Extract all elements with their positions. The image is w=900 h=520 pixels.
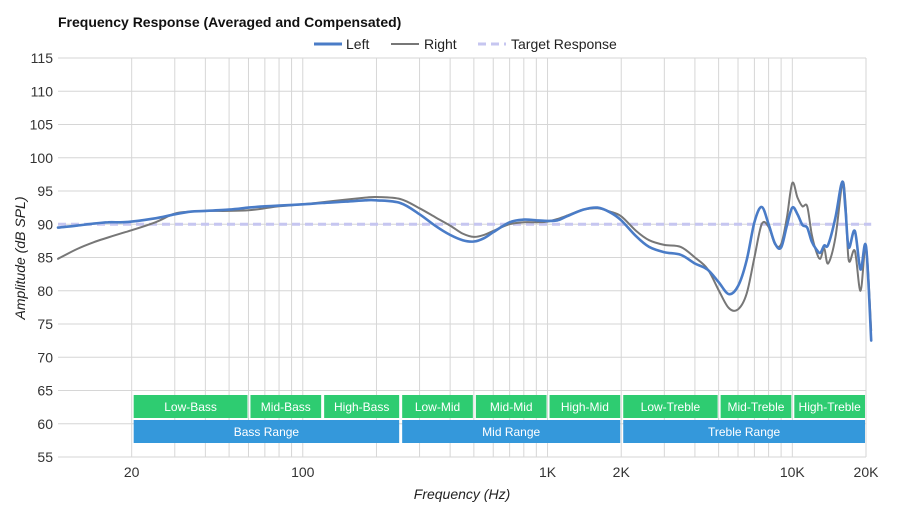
y-tick-label: 75 xyxy=(37,316,53,332)
band-label: Mid-Bass xyxy=(261,400,311,414)
y-axis-label: Amplitude (dB SPL) xyxy=(12,197,28,321)
band-label: Bass Range xyxy=(234,425,300,439)
band-box xyxy=(133,420,400,443)
y-tick-label: 115 xyxy=(31,50,54,66)
y-tick-label: 85 xyxy=(37,250,53,266)
y-tick-label: 80 xyxy=(37,283,53,299)
y-tick-labels: 55 60 65 70 75 80 85 90 95 100 105 110 115 xyxy=(30,50,54,465)
y-tick-label: 70 xyxy=(37,349,53,365)
x-tick-label: 10K xyxy=(780,464,806,480)
y-tick-label: 105 xyxy=(30,117,54,133)
chart-title: Frequency Response (Averaged and Compens… xyxy=(58,14,401,30)
band-label: Mid-Mid xyxy=(490,400,533,414)
band-label: Mid-Treble xyxy=(728,400,785,414)
band-box xyxy=(133,395,248,418)
x-tick-label: 20K xyxy=(854,464,880,480)
band-box xyxy=(402,420,621,443)
y-tick-label: 65 xyxy=(37,383,53,399)
x-tick-labels: 20 100 1K 2K 10K 20K xyxy=(124,464,879,480)
band-box xyxy=(794,395,865,418)
right-series-line xyxy=(57,180,873,332)
band-box xyxy=(402,395,473,418)
band-label: Mid Range xyxy=(482,425,540,439)
x-gridlines xyxy=(131,58,867,457)
band-box xyxy=(623,395,718,418)
left-series-line xyxy=(56,180,873,342)
band-label: Low-Treble xyxy=(641,400,701,414)
band-label: Low-Mid xyxy=(415,400,460,414)
band-box xyxy=(475,395,547,418)
y-tick-label: 110 xyxy=(31,83,54,99)
x-tick-label: 1K xyxy=(539,464,557,480)
legend: Left Right Target Response xyxy=(314,36,617,52)
legend-label-right[interactable]: Right xyxy=(424,36,457,52)
x-axis-label: Frequency (Hz) xyxy=(414,486,510,502)
band-label: High-Treble xyxy=(799,400,862,414)
band-box xyxy=(250,395,322,418)
band-label: High-Bass xyxy=(334,400,389,414)
x-tick-label: 20 xyxy=(124,464,140,480)
x-tick-label: 2K xyxy=(613,464,631,480)
y-tick-label: 60 xyxy=(37,416,53,432)
legend-label-left[interactable]: Left xyxy=(346,36,369,52)
y-tick-label: 90 xyxy=(37,216,53,232)
band-label: High-Mid xyxy=(561,400,609,414)
band-box xyxy=(720,395,792,418)
series-lines xyxy=(56,180,873,342)
legend-label-target[interactable]: Target Response xyxy=(511,36,617,52)
band-label: Low-Bass xyxy=(164,400,217,414)
band-label: Treble Range xyxy=(708,425,781,439)
band-box xyxy=(324,395,400,418)
band-box xyxy=(549,395,621,418)
frequency-bands: Low-Bass Mid-Bass High-Bass Low-Mid Mid-Mid H… xyxy=(133,395,865,443)
x-tick-label: 100 xyxy=(291,464,315,480)
band-box xyxy=(623,420,865,443)
y-tick-label: 55 xyxy=(37,449,53,465)
y-tick-label: 100 xyxy=(30,150,54,166)
y-tick-label: 95 xyxy=(37,183,53,199)
